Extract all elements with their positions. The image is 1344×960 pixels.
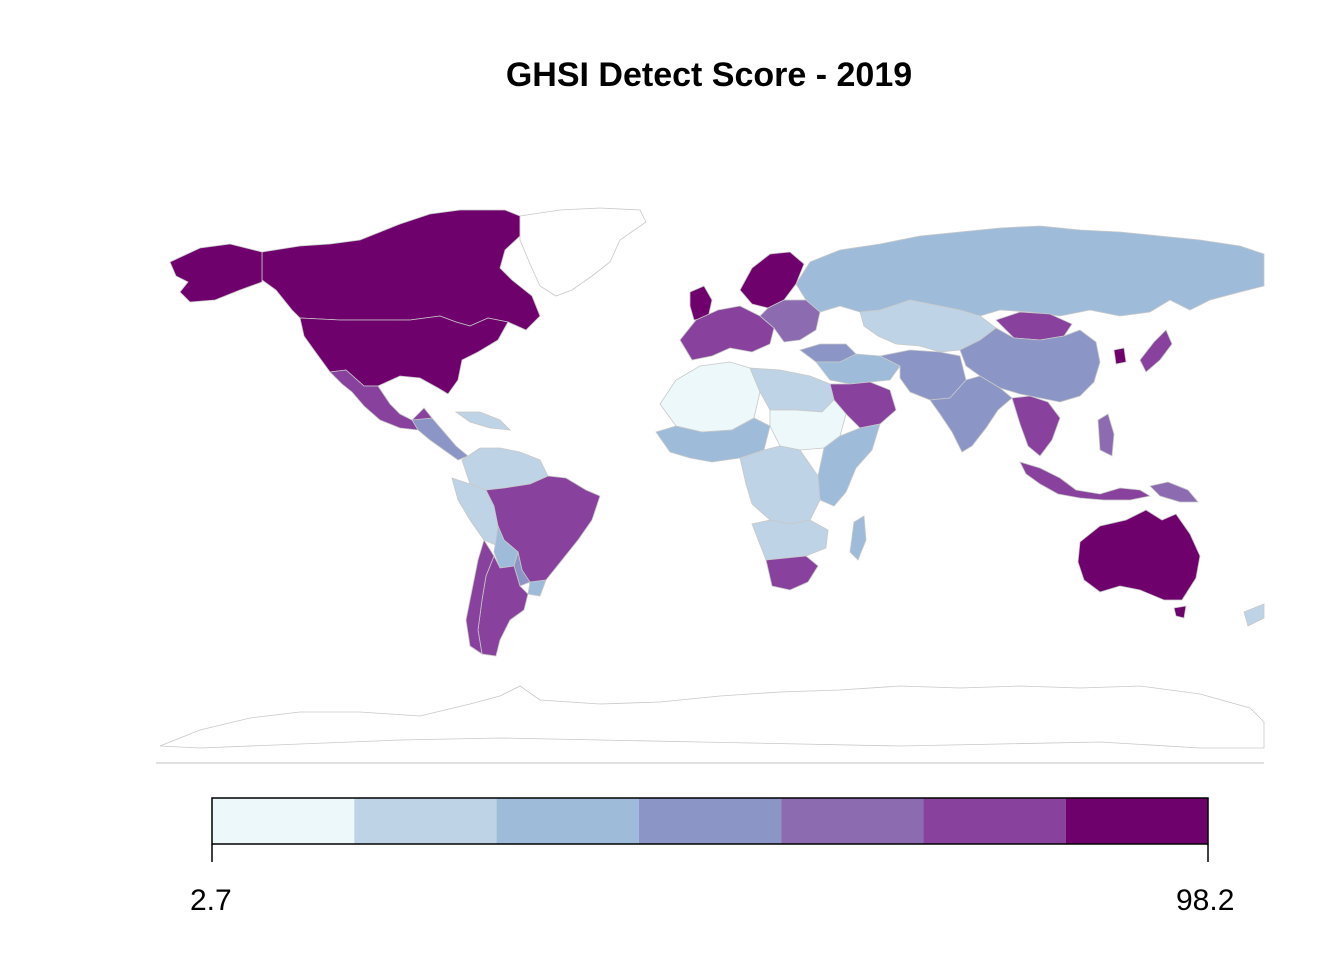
- region-russia[interactable]: [795, 225, 1265, 317]
- region-scandinavia[interactable]: [739, 251, 805, 309]
- region-alaska[interactable]: [169, 243, 263, 303]
- legend-bin-2: [354, 798, 497, 844]
- region-west-africa[interactable]: [655, 417, 771, 463]
- region-philippines[interactable]: [1097, 413, 1115, 457]
- legend-bin-5: [781, 798, 924, 844]
- region-papua[interactable]: [1149, 481, 1199, 503]
- region-south-africa[interactable]: [765, 555, 819, 591]
- region-middle-east[interactable]: [815, 353, 901, 385]
- region-tasmania[interactable]: [1173, 605, 1187, 619]
- legend-max-label: 98.2: [1176, 884, 1235, 917]
- region-madagascar[interactable]: [849, 515, 867, 561]
- legend-bin-3: [496, 798, 639, 844]
- region-central-africa[interactable]: [739, 445, 821, 525]
- legend-bin-4: [638, 798, 782, 844]
- region-united-states[interactable]: [299, 315, 509, 395]
- region-indonesia[interactable]: [1019, 461, 1152, 501]
- country-regions: [159, 207, 1265, 749]
- legend-bin-6: [923, 798, 1066, 844]
- legend-bin-7: [1065, 798, 1208, 844]
- region-new-zealand[interactable]: [1243, 603, 1265, 627]
- region-libya-egypt[interactable]: [749, 367, 835, 413]
- region-southern-africa[interactable]: [751, 519, 829, 561]
- region-north-africa-west[interactable]: [659, 361, 761, 433]
- region-canada[interactable]: [261, 209, 541, 331]
- region-india[interactable]: [929, 375, 1013, 453]
- legend-colorbar: [212, 798, 1208, 844]
- region-eastern-europe[interactable]: [759, 299, 821, 343]
- region-southeast-asia[interactable]: [1011, 395, 1061, 457]
- region-japan[interactable]: [1139, 329, 1173, 373]
- map-title: GHSI Detect Score - 2019: [505, 56, 913, 94]
- region-caribbean[interactable]: [454, 411, 512, 431]
- region-central-america[interactable]: [411, 417, 469, 461]
- region-greenland[interactable]: [519, 207, 647, 297]
- legend-frame: [211, 797, 1209, 845]
- region-western-europe[interactable]: [679, 305, 775, 361]
- region-mexico[interactable]: [329, 369, 433, 431]
- legend-min-label: 2.7: [190, 884, 232, 917]
- legend-bin-1: [212, 798, 355, 844]
- region-south-korea[interactable]: [1113, 347, 1127, 365]
- region-chile[interactable]: [465, 539, 495, 655]
- region-australia[interactable]: [1077, 509, 1201, 601]
- region-antarctica[interactable]: [159, 685, 1265, 749]
- region-uruguay[interactable]: [527, 579, 547, 597]
